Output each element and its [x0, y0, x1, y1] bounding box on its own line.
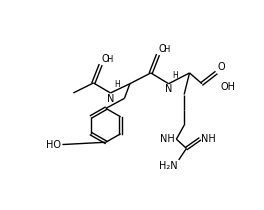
Text: N: N: [165, 84, 172, 94]
Text: H: H: [106, 55, 112, 64]
Text: H₂N: H₂N: [158, 161, 177, 171]
Text: NH: NH: [201, 134, 216, 144]
Text: N: N: [107, 94, 114, 104]
Text: H: H: [163, 45, 169, 54]
Text: O: O: [101, 54, 109, 64]
Text: HO: HO: [46, 140, 61, 150]
Text: O: O: [218, 62, 225, 72]
Text: H: H: [172, 71, 178, 80]
Text: NH: NH: [160, 134, 175, 144]
Text: H: H: [114, 80, 120, 89]
Text: OH: OH: [220, 82, 235, 92]
Text: O: O: [159, 45, 166, 54]
